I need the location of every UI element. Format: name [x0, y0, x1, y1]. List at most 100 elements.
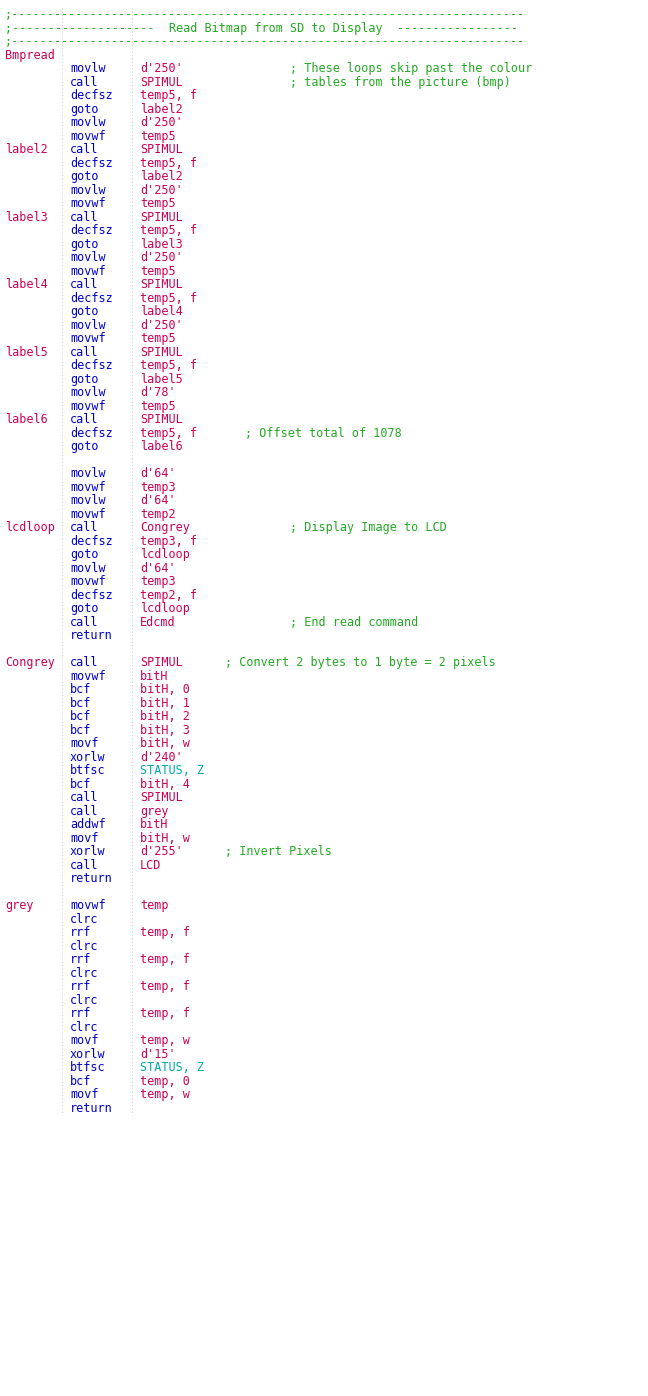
Text: temp, w: temp, w [140, 1034, 190, 1047]
Text: rrf: rrf [70, 953, 91, 966]
Text: goto: goto [70, 549, 98, 561]
Text: temp3, f: temp3, f [140, 535, 197, 547]
Text: bcf: bcf [70, 697, 91, 709]
Text: temp, f: temp, f [140, 1008, 190, 1020]
Text: rrf: rrf [70, 1008, 91, 1020]
Text: movlw: movlw [70, 251, 106, 264]
Text: call: call [70, 616, 98, 628]
Text: movwf: movwf [70, 399, 106, 413]
Text: bcf: bcf [70, 711, 91, 723]
Text: call: call [70, 521, 98, 535]
Text: label5: label5 [140, 373, 183, 385]
Text: temp: temp [140, 899, 168, 912]
Text: Bmpread: Bmpread [5, 49, 55, 61]
Text: rrf: rrf [70, 980, 91, 993]
Text: d'64': d'64' [140, 561, 176, 575]
Text: temp5, f: temp5, f [140, 156, 197, 170]
Text: bitH, 0: bitH, 0 [140, 683, 190, 697]
Text: d'78': d'78' [140, 387, 176, 399]
Text: xorlw: xorlw [70, 845, 106, 859]
Text: STATUS, Z: STATUS, Z [140, 1061, 204, 1075]
Text: SPIMUL: SPIMUL [140, 211, 183, 223]
Text: SPIMUL: SPIMUL [140, 346, 183, 359]
Text: call: call [70, 346, 98, 359]
Text: movlw: movlw [70, 116, 106, 130]
Text: call: call [70, 75, 98, 89]
Text: temp, f: temp, f [140, 980, 190, 993]
Text: temp5: temp5 [140, 130, 176, 142]
Text: rrf: rrf [70, 927, 91, 940]
Text: d'250': d'250' [140, 184, 183, 197]
Text: STATUS, Z: STATUS, Z [140, 764, 204, 778]
Text: movlw: movlw [70, 63, 106, 75]
Text: label2: label2 [5, 144, 48, 156]
Text: movlw: movlw [70, 468, 106, 480]
Text: LCD: LCD [140, 859, 161, 871]
Text: xorlw: xorlw [70, 1048, 106, 1061]
Text: ; End read command: ; End read command [290, 616, 418, 628]
Text: ; tables from the picture (bmp): ; tables from the picture (bmp) [290, 75, 511, 89]
Text: bitH: bitH [140, 670, 168, 683]
Text: temp, f: temp, f [140, 927, 190, 940]
Text: movlw: movlw [70, 387, 106, 399]
Text: decfsz: decfsz [70, 292, 113, 304]
Text: movwf: movwf [70, 332, 106, 345]
Text: movf: movf [70, 737, 98, 750]
Text: label5: label5 [5, 346, 48, 359]
Text: label4: label4 [140, 306, 183, 318]
Text: label3: label3 [140, 237, 183, 251]
Text: temp5: temp5 [140, 399, 176, 413]
Text: ; Convert 2 bytes to 1 byte = 2 pixels: ; Convert 2 bytes to 1 byte = 2 pixels [225, 656, 496, 669]
Text: ; Display Image to LCD: ; Display Image to LCD [290, 521, 446, 535]
Text: label2: label2 [140, 103, 183, 116]
Text: temp5, f: temp5, f [140, 89, 197, 102]
Text: decfsz: decfsz [70, 427, 113, 440]
Text: d'250': d'250' [140, 63, 183, 75]
Text: clrc: clrc [70, 994, 98, 1007]
Text: temp, f: temp, f [140, 953, 190, 966]
Text: d'250': d'250' [140, 251, 183, 264]
Text: temp5: temp5 [140, 265, 176, 278]
Text: movlw: movlw [70, 318, 106, 332]
Text: SPIMUL: SPIMUL [140, 656, 183, 669]
Text: Edcmd: Edcmd [140, 616, 176, 628]
Text: temp, 0: temp, 0 [140, 1075, 190, 1087]
Text: decfsz: decfsz [70, 589, 113, 602]
Text: goto: goto [70, 237, 98, 251]
Text: goto: goto [70, 306, 98, 318]
Text: movwf: movwf [70, 899, 106, 912]
Text: temp5, f: temp5, f [140, 359, 197, 373]
Text: decfsz: decfsz [70, 156, 113, 170]
Text: bcf: bcf [70, 683, 91, 697]
Text: btfsc: btfsc [70, 764, 106, 778]
Text: goto: goto [70, 170, 98, 183]
Text: goto: goto [70, 373, 98, 385]
Text: ;--------------------  Read Bitmap from SD to Display  -----------------: ;-------------------- Read Bitmap from S… [5, 22, 518, 35]
Text: movwf: movwf [70, 670, 106, 683]
Text: bitH: bitH [140, 818, 168, 831]
Text: movlw: movlw [70, 494, 106, 507]
Text: clrc: clrc [70, 940, 98, 952]
Text: temp3: temp3 [140, 575, 176, 588]
Text: bitH, w: bitH, w [140, 737, 190, 750]
Text: call: call [70, 413, 98, 426]
Text: label4: label4 [5, 278, 48, 292]
Text: temp5: temp5 [140, 332, 176, 345]
Text: grey: grey [140, 804, 168, 818]
Text: label2: label2 [140, 170, 183, 183]
Text: call: call [70, 804, 98, 818]
Text: d'64': d'64' [140, 468, 176, 480]
Text: ; These loops skip past the colour: ; These loops skip past the colour [290, 63, 532, 75]
Text: decfsz: decfsz [70, 89, 113, 102]
Text: temp2, f: temp2, f [140, 589, 197, 602]
Text: movwf: movwf [70, 575, 106, 588]
Text: d'250': d'250' [140, 116, 183, 130]
Text: d'250': d'250' [140, 318, 183, 332]
Text: bitH, w: bitH, w [140, 832, 190, 845]
Text: clrc: clrc [70, 1020, 98, 1034]
Text: Congrey: Congrey [140, 521, 190, 535]
Text: movwf: movwf [70, 265, 106, 278]
Text: SPIMUL: SPIMUL [140, 792, 183, 804]
Text: bitH, 3: bitH, 3 [140, 723, 190, 737]
Text: call: call [70, 144, 98, 156]
